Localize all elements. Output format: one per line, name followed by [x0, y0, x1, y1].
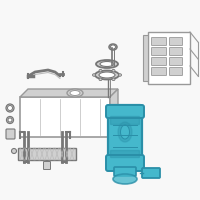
- FancyBboxPatch shape: [44, 162, 50, 170]
- FancyBboxPatch shape: [114, 167, 136, 176]
- FancyBboxPatch shape: [152, 38, 166, 46]
- Ellipse shape: [100, 62, 114, 66]
- FancyBboxPatch shape: [6, 129, 15, 139]
- Ellipse shape: [6, 116, 14, 123]
- Ellipse shape: [99, 69, 102, 72]
- Ellipse shape: [6, 104, 14, 112]
- Ellipse shape: [8, 118, 12, 122]
- Ellipse shape: [120, 125, 130, 139]
- FancyBboxPatch shape: [106, 105, 144, 118]
- Ellipse shape: [92, 74, 96, 76]
- Ellipse shape: [70, 90, 80, 96]
- Ellipse shape: [99, 78, 102, 81]
- FancyBboxPatch shape: [170, 38, 182, 46]
- FancyBboxPatch shape: [18, 148, 76, 160]
- Ellipse shape: [12, 148, 16, 154]
- FancyBboxPatch shape: [106, 155, 144, 171]
- FancyBboxPatch shape: [142, 168, 160, 178]
- Polygon shape: [110, 89, 118, 137]
- Ellipse shape: [118, 74, 122, 76]
- Ellipse shape: [112, 69, 115, 72]
- FancyBboxPatch shape: [110, 150, 140, 158]
- FancyBboxPatch shape: [152, 58, 166, 66]
- Ellipse shape: [112, 78, 115, 81]
- Ellipse shape: [110, 45, 116, 49]
- FancyBboxPatch shape: [170, 58, 182, 66]
- Ellipse shape: [109, 44, 117, 50]
- Ellipse shape: [8, 106, 12, 110]
- Polygon shape: [20, 89, 118, 97]
- Ellipse shape: [67, 89, 83, 97]
- FancyBboxPatch shape: [152, 47, 166, 55]
- FancyBboxPatch shape: [170, 68, 182, 75]
- Ellipse shape: [118, 122, 132, 142]
- FancyBboxPatch shape: [108, 105, 142, 167]
- Ellipse shape: [95, 71, 119, 79]
- FancyBboxPatch shape: [170, 47, 182, 55]
- FancyBboxPatch shape: [152, 68, 166, 75]
- FancyBboxPatch shape: [148, 32, 190, 84]
- Bar: [143, 35, 148, 81]
- FancyBboxPatch shape: [20, 97, 110, 137]
- Ellipse shape: [113, 174, 137, 184]
- Ellipse shape: [96, 60, 118, 68]
- FancyBboxPatch shape: [110, 116, 140, 124]
- Ellipse shape: [99, 72, 115, 78]
